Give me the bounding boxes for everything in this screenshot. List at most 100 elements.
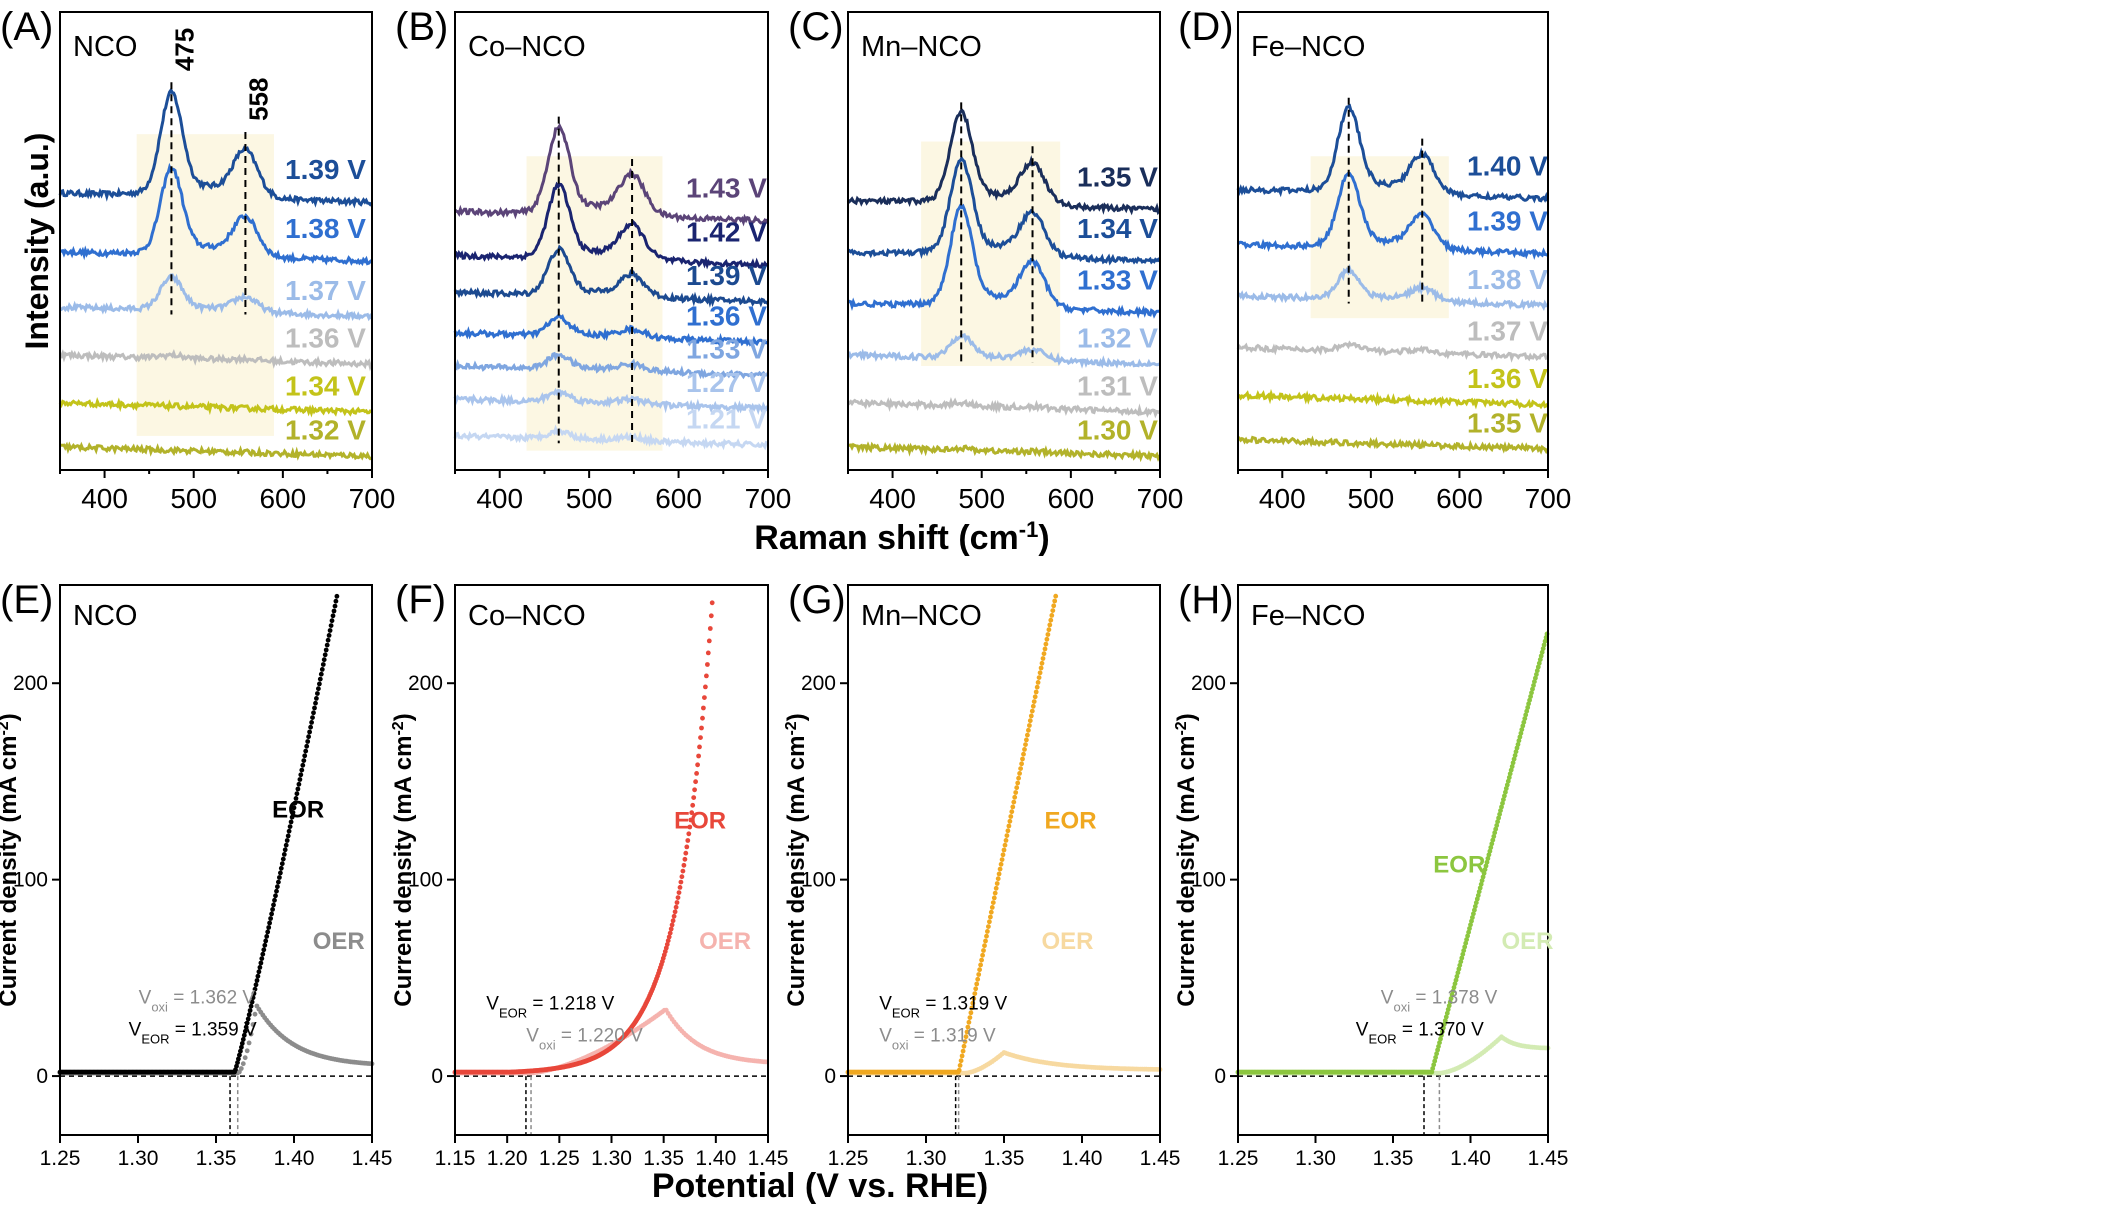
eor-point <box>984 933 989 939</box>
eor-point <box>996 871 1002 877</box>
v-subscript: oxi <box>539 1037 556 1052</box>
raman-curve-133V <box>454 351 769 380</box>
x-tick-label: 500 <box>170 483 217 514</box>
v-symbol: V <box>879 994 892 1015</box>
eor-point <box>1442 1018 1448 1023</box>
x-tick-label: 1.30 <box>906 1147 947 1170</box>
lsv-y-axis-title-end: ) <box>0 713 22 721</box>
eor-point <box>310 715 315 720</box>
eor-point <box>1011 799 1017 805</box>
eor-point <box>1491 834 1497 839</box>
eor-point <box>288 819 294 825</box>
eor-curve-label: EOR <box>272 797 324 824</box>
eor-point <box>707 626 713 631</box>
eor-point <box>262 942 268 948</box>
x-tick-label: 1.25 <box>828 1147 869 1170</box>
eor-point <box>1051 603 1057 609</box>
eor-point <box>244 1020 250 1026</box>
eor-point <box>977 967 982 973</box>
eor-point <box>1465 933 1470 939</box>
eor-point <box>305 739 311 744</box>
eor-point <box>287 824 293 829</box>
eor-point <box>297 777 303 782</box>
eor-point <box>1532 679 1537 685</box>
voltage-label: 1.37 V <box>285 275 366 306</box>
raman-curve-139V <box>453 244 769 308</box>
eor-point <box>1038 665 1044 671</box>
x-tick-label: 400 <box>476 483 523 514</box>
eor-point <box>234 1063 239 1069</box>
eor-point <box>968 1010 974 1016</box>
eor-point <box>670 918 676 924</box>
v-subscript: EOR <box>141 1031 169 1046</box>
eor-point <box>695 762 700 768</box>
eor-point <box>1535 664 1541 670</box>
y-tick-label: 200 <box>13 672 48 695</box>
eor-point <box>1521 719 1527 725</box>
eor-point <box>668 926 674 932</box>
eor-point <box>1504 782 1510 788</box>
eor-point <box>1461 948 1467 953</box>
x-tick-label: 500 <box>1347 483 1394 514</box>
voltage-label: 1.40 V <box>1467 150 1548 181</box>
eor-point <box>1476 889 1482 895</box>
eor-point <box>239 1041 245 1046</box>
x-tick-label: 1.45 <box>748 1147 789 1170</box>
plot-frame <box>454 11 769 471</box>
eor-point <box>238 1048 243 1054</box>
eor-point <box>1534 668 1540 674</box>
eor-point <box>973 986 979 992</box>
raman-curve-143V <box>453 122 769 227</box>
eor-point <box>328 623 334 628</box>
eor-point <box>664 942 670 947</box>
eor-point <box>324 642 330 648</box>
eor-point <box>327 628 333 633</box>
sample-name: Co–NCO <box>468 31 586 63</box>
panel-letter: (C) <box>788 5 844 49</box>
eor-point <box>708 613 714 619</box>
eor-point <box>1498 808 1503 813</box>
x-tick-label: 1.30 <box>118 1147 159 1170</box>
voltage-label: 1.34 V <box>285 371 366 402</box>
eor-point <box>680 868 686 874</box>
v-symbol: V <box>526 1026 539 1047</box>
x-tick-label: 1.25 <box>1218 1147 1259 1170</box>
eor-point <box>332 603 338 609</box>
eor-point <box>260 951 266 957</box>
eor-point <box>1012 794 1018 800</box>
voltage-label: 1.32 V <box>1077 323 1158 354</box>
x-tick-label: 1.40 <box>695 1147 736 1170</box>
eor-point <box>1448 996 1454 1001</box>
eor-point <box>290 810 296 815</box>
eor-point <box>676 890 682 895</box>
sample-name: NCO <box>73 600 137 632</box>
eor-point <box>268 916 273 921</box>
eor-point <box>1527 697 1532 703</box>
eor-point <box>1449 992 1455 998</box>
eor-point <box>1490 837 1496 843</box>
eor-point <box>250 995 256 1001</box>
voltage-label: 1.21 V <box>686 404 767 435</box>
eor-point <box>1540 646 1546 651</box>
eor-point <box>1541 642 1547 648</box>
eor-point <box>252 986 258 992</box>
eor-point <box>1470 915 1475 920</box>
lsv-y-axis-title-sup: -2 <box>390 721 407 735</box>
eor-point <box>1522 716 1528 721</box>
eor-point <box>1510 760 1516 766</box>
eor-point <box>1501 797 1506 802</box>
eor-point <box>1481 870 1487 876</box>
eor-point <box>981 948 986 953</box>
eor-point <box>1457 962 1463 968</box>
eor-point <box>702 695 707 700</box>
eor-point <box>1489 841 1495 847</box>
eor-point <box>1479 878 1485 883</box>
voltage-label: 1.33 V <box>1077 265 1158 296</box>
eor-point <box>1499 804 1504 810</box>
eor-point <box>1441 1021 1447 1027</box>
x-tick-label: 1.20 <box>487 1147 528 1170</box>
y-tick-label: 200 <box>1191 672 1226 695</box>
oer-curve-label: OER <box>1502 928 1554 955</box>
eor-point <box>1469 918 1474 924</box>
eor-point <box>1005 828 1011 834</box>
